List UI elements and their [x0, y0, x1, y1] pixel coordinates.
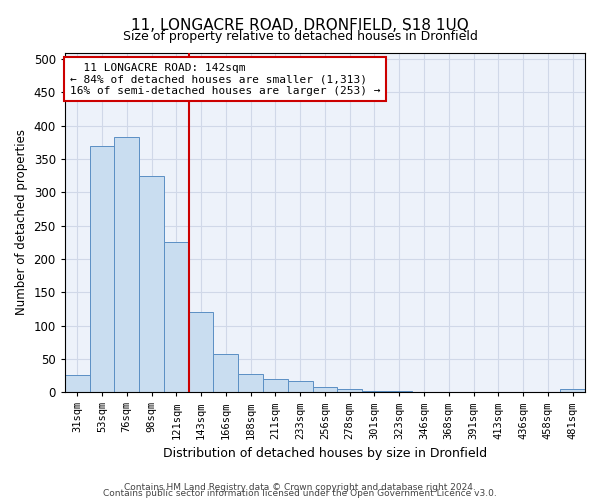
Text: 11 LONGACRE ROAD: 142sqm
← 84% of detached houses are smaller (1,313)
16% of sem: 11 LONGACRE ROAD: 142sqm ← 84% of detach… — [70, 62, 380, 96]
X-axis label: Distribution of detached houses by size in Dronfield: Distribution of detached houses by size … — [163, 447, 487, 460]
Bar — [313, 388, 337, 392]
Bar — [89, 146, 115, 392]
Text: Size of property relative to detached houses in Dronfield: Size of property relative to detached ho… — [122, 30, 478, 43]
Bar — [115, 137, 139, 392]
Bar — [288, 382, 313, 392]
Bar — [188, 312, 214, 392]
Bar — [214, 354, 238, 392]
Bar — [560, 389, 585, 392]
Bar — [164, 242, 188, 392]
Y-axis label: Number of detached properties: Number of detached properties — [15, 130, 28, 316]
Bar — [65, 376, 89, 392]
Bar — [238, 374, 263, 392]
Text: Contains public sector information licensed under the Open Government Licence v3: Contains public sector information licen… — [103, 490, 497, 498]
Text: Contains HM Land Registry data © Crown copyright and database right 2024.: Contains HM Land Registry data © Crown c… — [124, 483, 476, 492]
Bar — [139, 176, 164, 392]
Bar — [337, 389, 362, 392]
Bar — [263, 379, 288, 392]
Text: 11, LONGACRE ROAD, DRONFIELD, S18 1UQ: 11, LONGACRE ROAD, DRONFIELD, S18 1UQ — [131, 18, 469, 32]
